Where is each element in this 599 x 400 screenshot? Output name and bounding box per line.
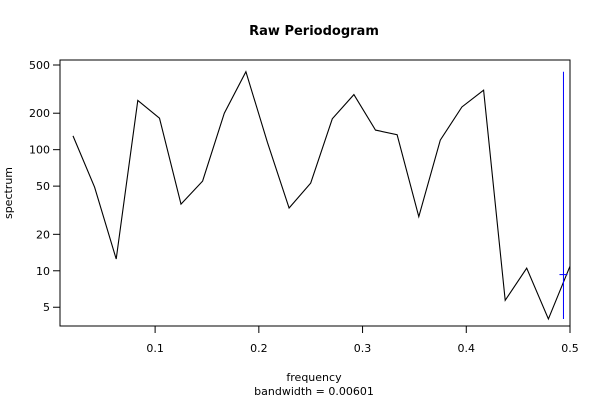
bandwidth-label: bandwidth = 0.00601 <box>254 385 374 398</box>
series-layer <box>72 70 571 321</box>
y-tick-label: 200 <box>29 107 50 120</box>
x-tick-label: 0.4 <box>458 342 476 355</box>
plot-frame <box>59 59 571 327</box>
y-tick-label: 50 <box>36 180 50 193</box>
x-tick-label: 0.3 <box>354 342 372 355</box>
y-tick-label: 500 <box>29 59 50 72</box>
x-axis: 0.1 0.2 0.3 0.4 0.5 <box>146 325 579 355</box>
y-axis-label: spectrum <box>2 167 15 219</box>
bandwidth-marker <box>559 71 568 319</box>
x-tick-label: 0.1 <box>146 342 164 355</box>
y-axis: 5 10 20 50 100 200 500 <box>29 59 61 314</box>
y-tick-label: 5 <box>43 301 50 314</box>
y-tick-label: 10 <box>36 265 50 278</box>
y-tick-label: 100 <box>29 144 50 157</box>
x-axis-label: frequency <box>286 371 342 384</box>
spectrum-line <box>72 70 571 321</box>
x-tick-label: 0.2 <box>250 342 268 355</box>
chart-title: Raw Periodogram <box>249 24 379 39</box>
x-tick-label: 0.5 <box>561 342 579 355</box>
y-tick-label: 20 <box>36 228 50 241</box>
